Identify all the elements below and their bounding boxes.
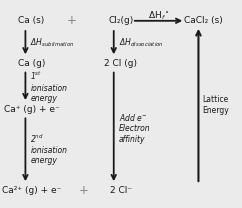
Text: Ca²⁺ (g) + e⁻: Ca²⁺ (g) + e⁻ (2, 186, 61, 195)
Text: ΔH$_{dissociation}$: ΔH$_{dissociation}$ (119, 37, 163, 49)
Text: ΔH$_{sublimation}$: ΔH$_{sublimation}$ (30, 37, 75, 49)
Text: 1$^{st}$
ionisation
energy: 1$^{st}$ ionisation energy (30, 70, 67, 103)
Text: Ca (g): Ca (g) (18, 59, 45, 68)
Text: Lattice
Energy: Lattice Energy (202, 95, 229, 115)
Text: 2$^{nd}$
ionisation
energy: 2$^{nd}$ ionisation energy (30, 132, 67, 165)
Text: ΔH$_f$$^\circ$: ΔH$_f$$^\circ$ (148, 9, 169, 22)
Text: Ca⁺ (g) + e⁻: Ca⁺ (g) + e⁻ (4, 105, 59, 114)
Text: +: + (67, 14, 76, 27)
Text: 2 Cl⁻: 2 Cl⁻ (110, 186, 132, 195)
Text: 2 Cl (g): 2 Cl (g) (105, 59, 137, 68)
Text: Cl₂(g): Cl₂(g) (108, 16, 134, 25)
Text: CaCl₂ (s): CaCl₂ (s) (184, 16, 223, 25)
Text: +: + (79, 184, 88, 197)
Text: Ca (s): Ca (s) (18, 16, 45, 25)
Text: Add e$^{-}$
Electron
affinity: Add e$^{-}$ Electron affinity (119, 112, 150, 144)
